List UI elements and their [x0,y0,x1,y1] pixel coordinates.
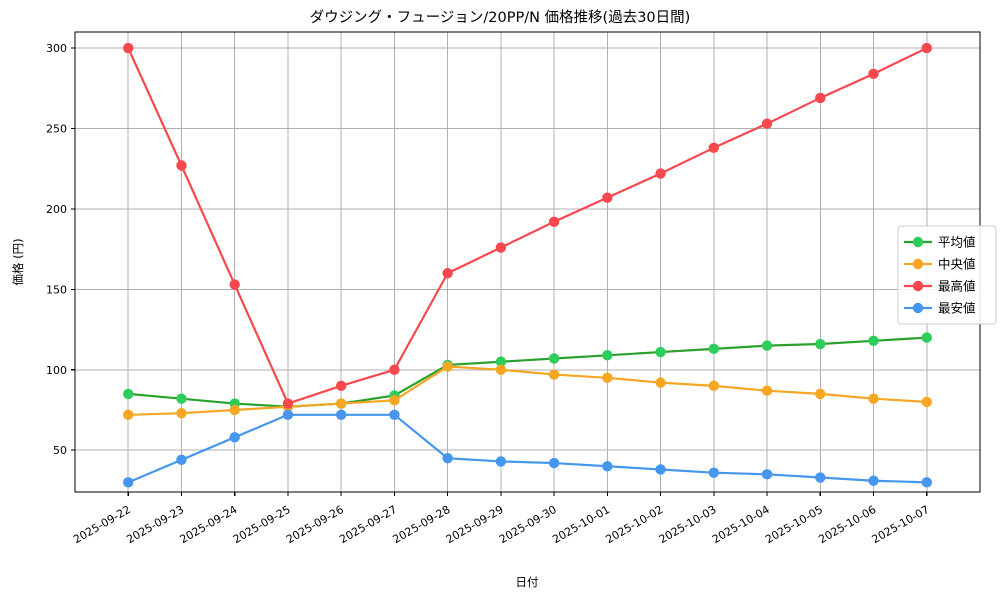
legend-swatch-marker [912,236,924,248]
data-point [602,461,613,472]
data-point [176,160,187,171]
data-point [708,380,720,392]
data-point [495,456,507,467]
data-point [868,68,879,80]
data-point [655,346,666,358]
data-point [602,192,613,203]
data-point [176,454,187,466]
data-point [761,118,773,129]
data-point [282,398,294,409]
data-point [921,477,932,488]
data-point [548,353,560,364]
legend-label: 最高値 [938,279,976,294]
data-point [229,404,240,416]
data-point [868,475,879,486]
data-point [389,364,400,375]
data-point [389,409,400,420]
data-point [442,268,453,279]
data-point [123,409,134,420]
legend-item-3[interactable]: 最高値 [904,279,976,294]
legend-item-4[interactable]: 最安値 [904,301,976,316]
data-point [815,472,826,483]
series-line [127,413,928,484]
data-point [229,279,240,290]
y-axis-label: 価格 (円) [11,238,25,285]
plot-area [123,42,932,488]
data-point [335,409,347,420]
y-tick-label: 300 [46,42,67,55]
data-point [495,356,507,367]
series-4 [123,409,932,488]
data-point [495,364,507,375]
data-point [655,168,666,179]
legend-swatch-marker [912,258,924,270]
data-point [655,377,666,388]
chart-title: ダウジング・フュージョン/20PP/N 価格推移(過去30日間) [310,9,691,26]
y-tick-label: 200 [46,203,67,216]
data-point [335,398,347,409]
legend-swatch-marker [912,280,924,292]
legend-label: 中央値 [938,257,976,272]
data-point [548,216,560,227]
x-axis-label: 日付 [516,575,539,589]
series-3 [123,42,932,409]
data-point [123,477,134,488]
series-line [127,46,928,405]
data-point [229,432,240,443]
data-point [282,409,294,420]
legend-item-2[interactable]: 中央値 [904,257,976,272]
data-point [389,395,400,406]
data-point [761,385,773,396]
data-point [921,42,932,54]
data-point [123,42,134,54]
legend-item-1[interactable]: 平均値 [904,235,976,250]
data-point [123,388,134,400]
data-point [442,453,453,464]
data-point [495,242,507,253]
data-point [708,343,720,355]
y-tick-label: 50 [53,444,67,457]
data-point [815,338,826,350]
data-point [868,335,879,347]
y-tick-label: 100 [46,364,67,377]
data-point [708,467,720,478]
data-point [868,393,879,404]
data-point [548,369,560,380]
data-point [602,372,613,384]
data-point [335,380,347,392]
y-tick-label: 150 [46,283,67,296]
legend-label: 平均値 [938,235,976,250]
legend-background [897,225,997,325]
legend-swatch-marker [912,302,924,314]
data-point [815,388,826,400]
data-point [815,92,826,104]
legend-label: 最安値 [938,301,976,316]
y-tick-label: 250 [46,123,67,136]
series-line [127,365,928,416]
data-point [548,457,560,469]
data-point [761,340,773,351]
data-point [602,350,613,361]
data-point [176,393,187,404]
data-point [442,361,453,372]
data-point [921,396,932,408]
data-point [708,142,720,154]
series-line [127,336,928,408]
data-point [655,464,666,475]
series-2 [123,361,932,420]
data-point [761,469,773,480]
data-point [176,407,187,419]
data-point [921,332,932,343]
